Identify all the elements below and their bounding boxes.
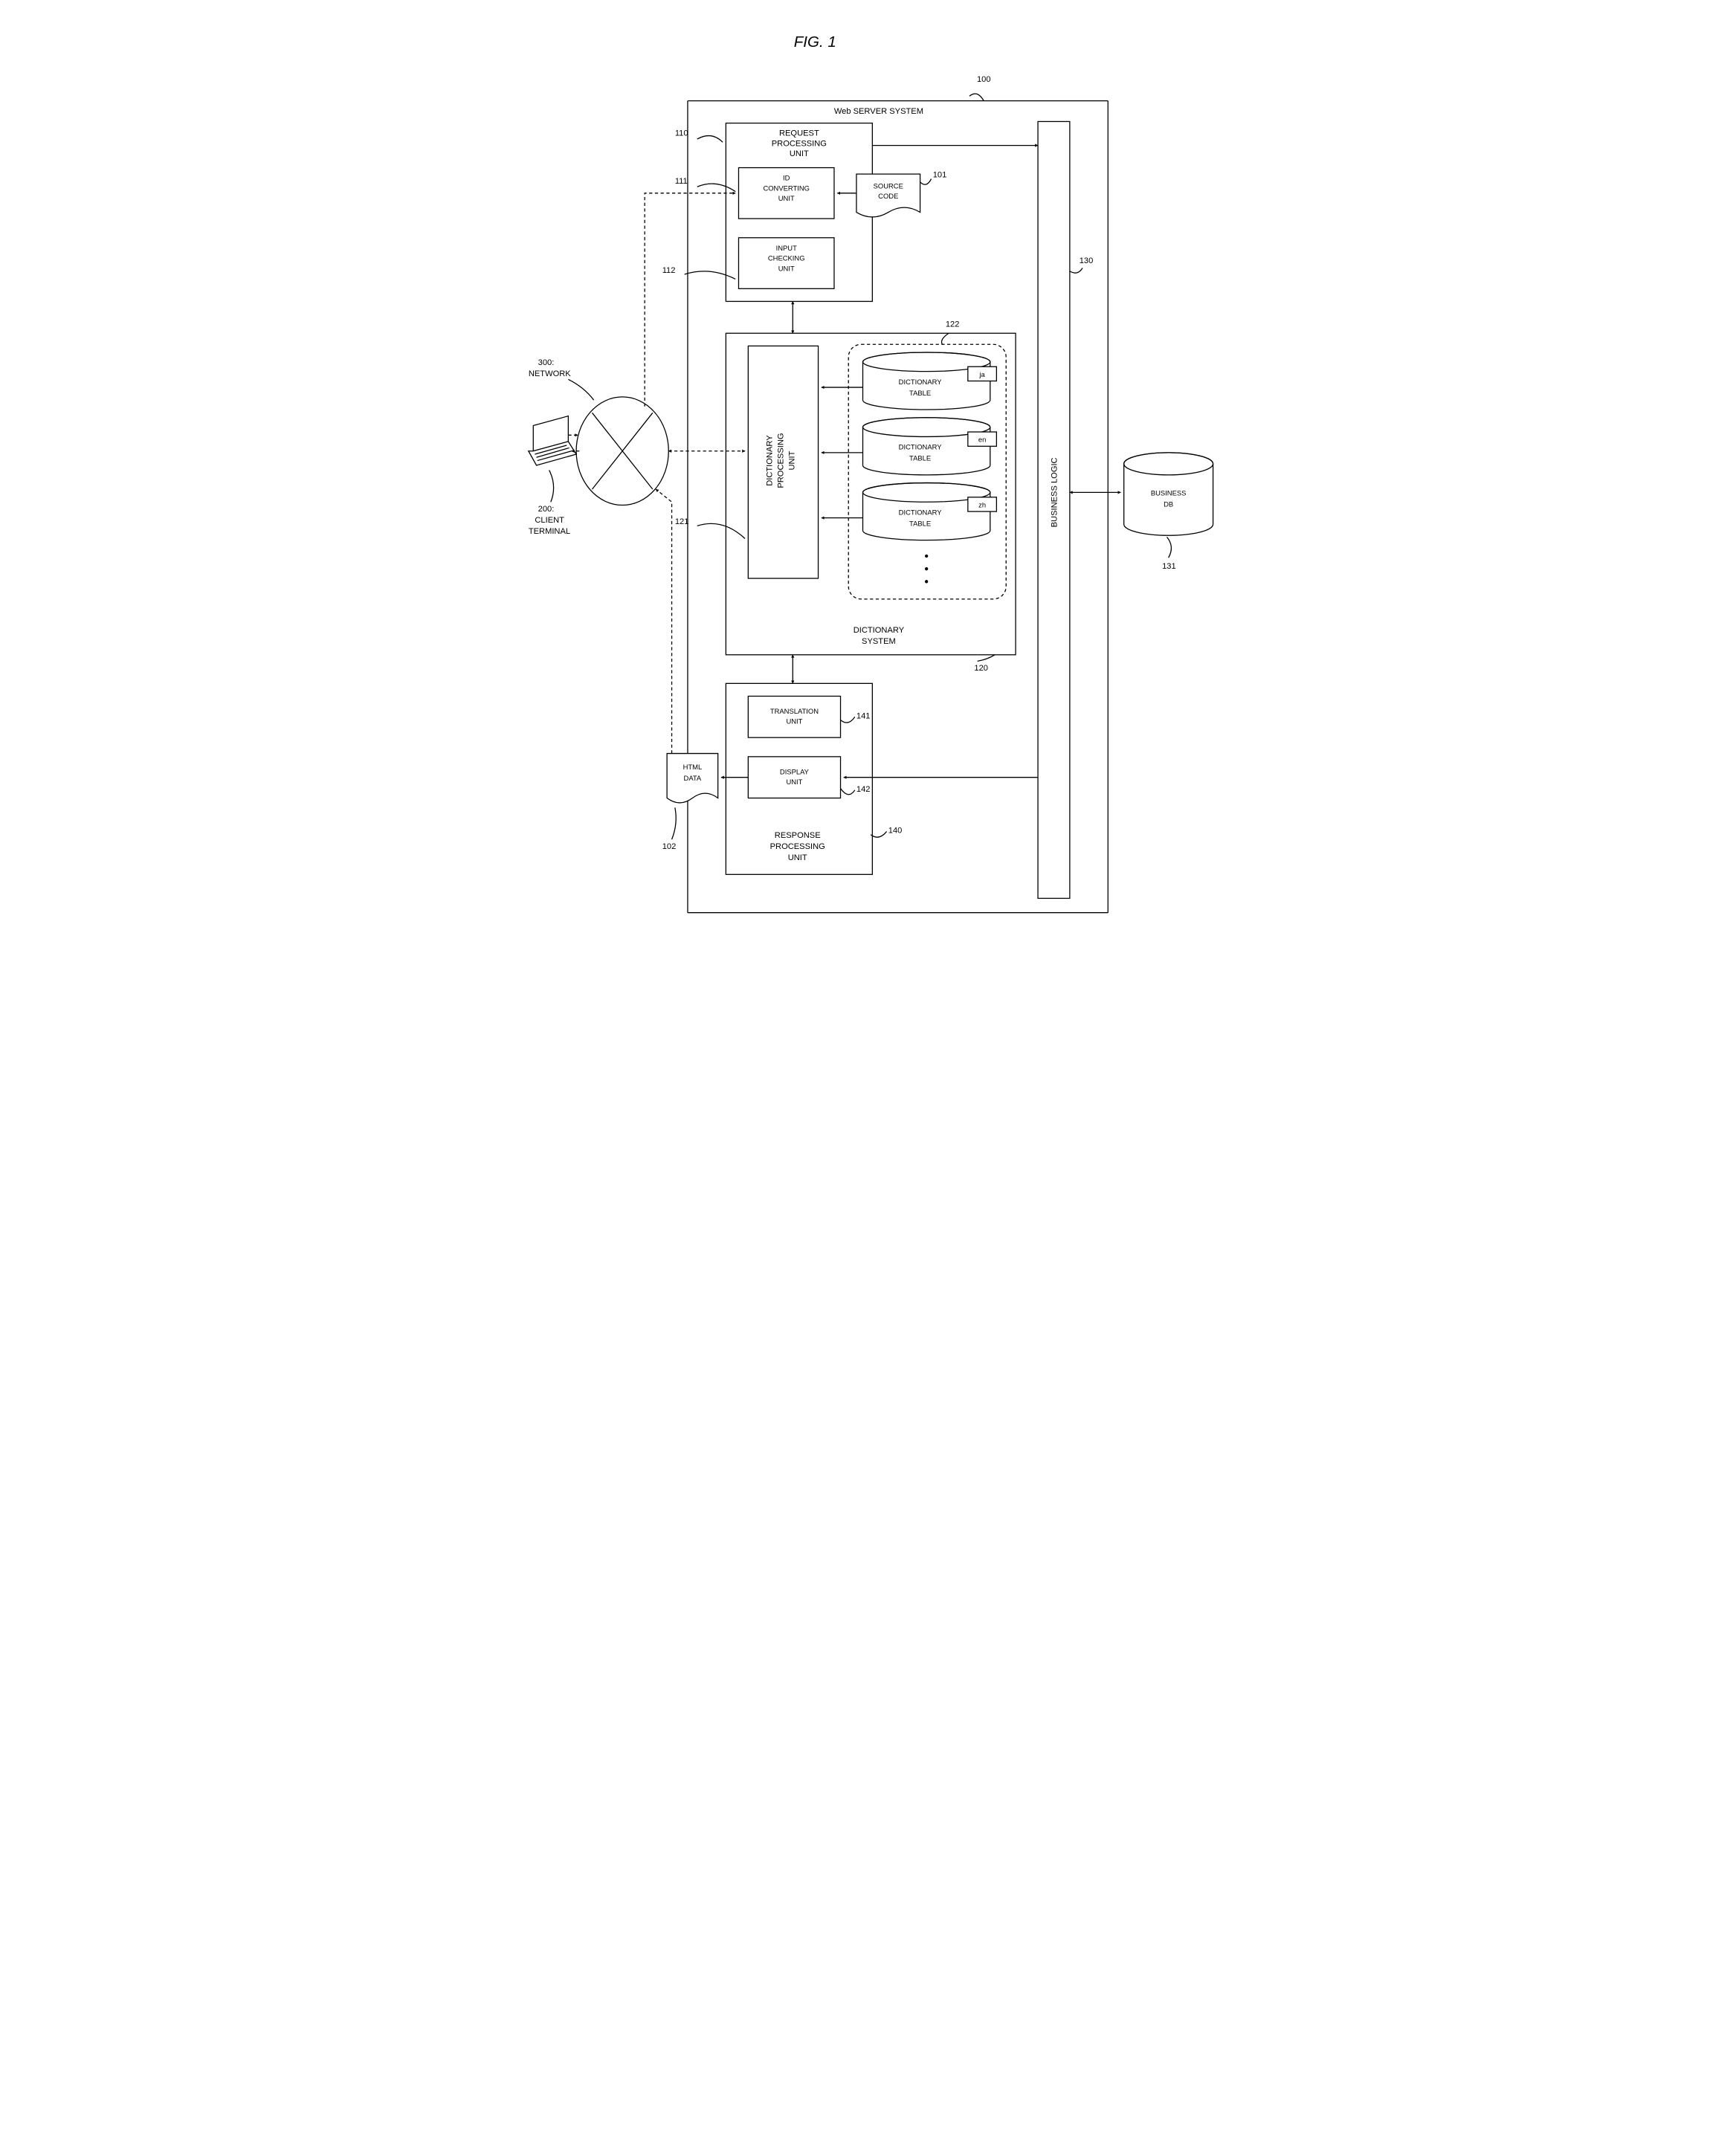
dp-l3: UNIT xyxy=(787,450,796,470)
dict-table-ja: DICTIONARY TABLE ja xyxy=(862,352,996,410)
ref-122: 122 xyxy=(945,320,959,329)
dis-l2: UNIT xyxy=(786,778,802,786)
rp-l2: PROCESSING xyxy=(769,842,825,851)
ref-141: 141 xyxy=(856,711,870,720)
sc-l2: CODE xyxy=(878,192,898,200)
idc-l2: CONVERTING xyxy=(763,184,810,192)
ref-200: 200: xyxy=(538,505,554,514)
ic-l3: UNIT xyxy=(778,264,794,272)
ref-100: 100 xyxy=(976,75,990,84)
ref-102: 102 xyxy=(662,842,676,851)
req-l1: REQUEST xyxy=(778,129,819,138)
client-l2: TERMINAL xyxy=(528,527,569,536)
ic-l2: CHECKING xyxy=(767,254,804,262)
tr-l1: TRANSLATION xyxy=(769,707,818,715)
req-l2: PROCESSING xyxy=(771,139,826,148)
db-l1: BUSINESS xyxy=(1150,489,1186,497)
sc-l1: SOURCE xyxy=(873,181,903,190)
ref-142: 142 xyxy=(856,785,870,794)
ref-131: 131 xyxy=(1162,562,1176,571)
ds-l1: DICTIONARY xyxy=(853,626,904,635)
db-l2: DB xyxy=(1164,500,1173,508)
t3-l2: TABLE xyxy=(909,519,931,527)
ref-120: 120 xyxy=(974,664,988,673)
dict-table-zh: DICTIONARY TABLE zh xyxy=(862,483,996,540)
net-label: NETWORK xyxy=(528,369,570,378)
dict-table-en: DICTIONARY TABLE en xyxy=(862,418,996,475)
ref-300: 300: xyxy=(538,358,554,367)
web-server-label: Web SERVER SYSTEM xyxy=(833,107,923,116)
diagram-canvas: FIG. 1 100 Web SERVER SYSTEM REQUEST PRO… xyxy=(497,15,1240,929)
req-l3: UNIT xyxy=(789,149,808,158)
ref-130: 130 xyxy=(1079,256,1093,265)
tr-l2: UNIT xyxy=(786,717,802,726)
idc-l3: UNIT xyxy=(778,194,794,202)
laptop-icon xyxy=(528,416,575,465)
t2-tag: en xyxy=(978,436,985,444)
html-l2: DATA xyxy=(683,774,701,782)
business-db: BUSINESS DB xyxy=(1123,453,1213,535)
dis-l1: DISPLAY xyxy=(779,767,809,775)
ref-101: 101 xyxy=(932,170,946,179)
t2-l1: DICTIONARY xyxy=(898,443,942,451)
t1-l1: DICTIONARY xyxy=(898,378,942,386)
client-l1: CLIENT xyxy=(535,516,564,525)
rp-l3: UNIT xyxy=(787,853,807,862)
ref-121: 121 xyxy=(674,517,688,526)
t3-l1: DICTIONARY xyxy=(898,508,942,516)
t1-tag: ja xyxy=(978,370,985,378)
ref-111: 111 xyxy=(674,177,687,186)
ref-110: 110 xyxy=(674,129,688,138)
ic-l1: INPUT xyxy=(775,244,796,252)
rp-l1: RESPONSE xyxy=(774,831,820,840)
dp-l2: PROCESSING xyxy=(776,433,785,488)
dp-l1: DICTIONARY xyxy=(765,435,774,486)
ref-140: 140 xyxy=(888,827,902,836)
t2-l2: TABLE xyxy=(909,454,931,462)
t3-tag: zh xyxy=(978,501,986,509)
ref-112: 112 xyxy=(662,266,675,275)
figure-title: FIG. 1 xyxy=(793,33,836,51)
html-l1: HTML xyxy=(683,763,702,771)
t1-l2: TABLE xyxy=(909,389,931,397)
idc-l1: ID xyxy=(783,174,790,182)
ds-l2: SYSTEM xyxy=(862,637,896,646)
bl-label: BUSINESS LOGIC xyxy=(1050,457,1059,527)
